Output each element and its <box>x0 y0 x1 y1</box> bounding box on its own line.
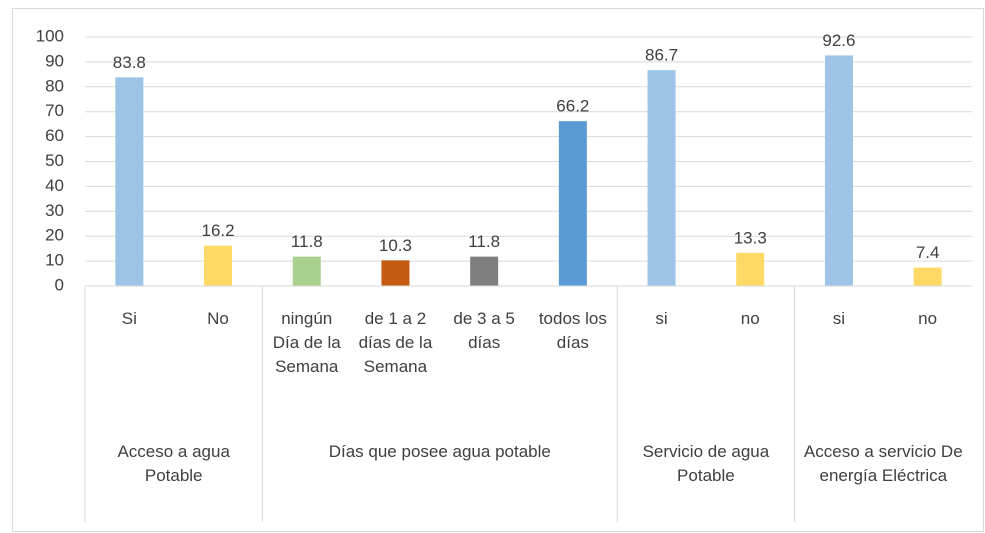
group-label: Servicio de agua Potable <box>642 442 770 485</box>
data-label: 11.8 <box>291 232 323 251</box>
y-tick-label: 30 <box>45 201 64 220</box>
x-tick-label: si <box>832 309 846 328</box>
y-tick-label: 70 <box>45 101 64 120</box>
x-tick-label: No <box>207 309 229 328</box>
data-label: 7.4 <box>916 243 940 262</box>
data-label: 83.8 <box>113 53 146 72</box>
x-tick-label: todos los días <box>538 309 607 352</box>
data-label: 92.6 <box>822 31 855 50</box>
chart-border <box>12 8 984 532</box>
bar <box>381 260 410 286</box>
x-tick-label: de 3 a 5 días <box>453 309 515 352</box>
data-label: 10.3 <box>379 236 412 255</box>
y-tick-label: 20 <box>45 226 64 245</box>
bar <box>204 245 233 286</box>
bar <box>470 256 499 286</box>
data-label: 86.7 <box>645 46 678 65</box>
group-label: Acceso a agua Potable <box>117 442 230 485</box>
data-label: 16.2 <box>202 221 235 240</box>
x-tick-label: de 1 a 2 días de la Semana <box>358 309 433 376</box>
y-tick-label: 0 <box>55 275 64 294</box>
y-tick-label: 50 <box>45 151 64 170</box>
bar <box>647 70 676 286</box>
y-tick-label: 100 <box>36 26 64 45</box>
group-label: Días que posee agua potable <box>328 442 551 461</box>
x-tick-label: Si <box>121 309 137 328</box>
y-tick-label: 40 <box>45 176 64 195</box>
bar <box>292 256 321 286</box>
y-tick-label: 60 <box>45 126 64 145</box>
group-label: Acceso a servicio De energía Eléctrica <box>803 442 963 485</box>
x-tick-label: no <box>740 309 760 328</box>
bar <box>115 77 144 286</box>
x-tick-label: ningún Día de la Semana <box>272 309 341 376</box>
y-tick-label: 90 <box>45 51 64 70</box>
bar <box>558 121 587 286</box>
data-label: 13.3 <box>734 228 767 247</box>
bar <box>736 252 765 286</box>
bar <box>824 55 853 287</box>
data-label: 66.2 <box>556 97 589 116</box>
y-tick-label: 80 <box>45 76 64 95</box>
y-tick-label: 10 <box>45 251 64 270</box>
bar <box>913 267 942 286</box>
x-tick-label: si <box>655 309 668 328</box>
data-label: 11.8 <box>468 232 500 251</box>
x-tick-label: no <box>918 309 938 328</box>
